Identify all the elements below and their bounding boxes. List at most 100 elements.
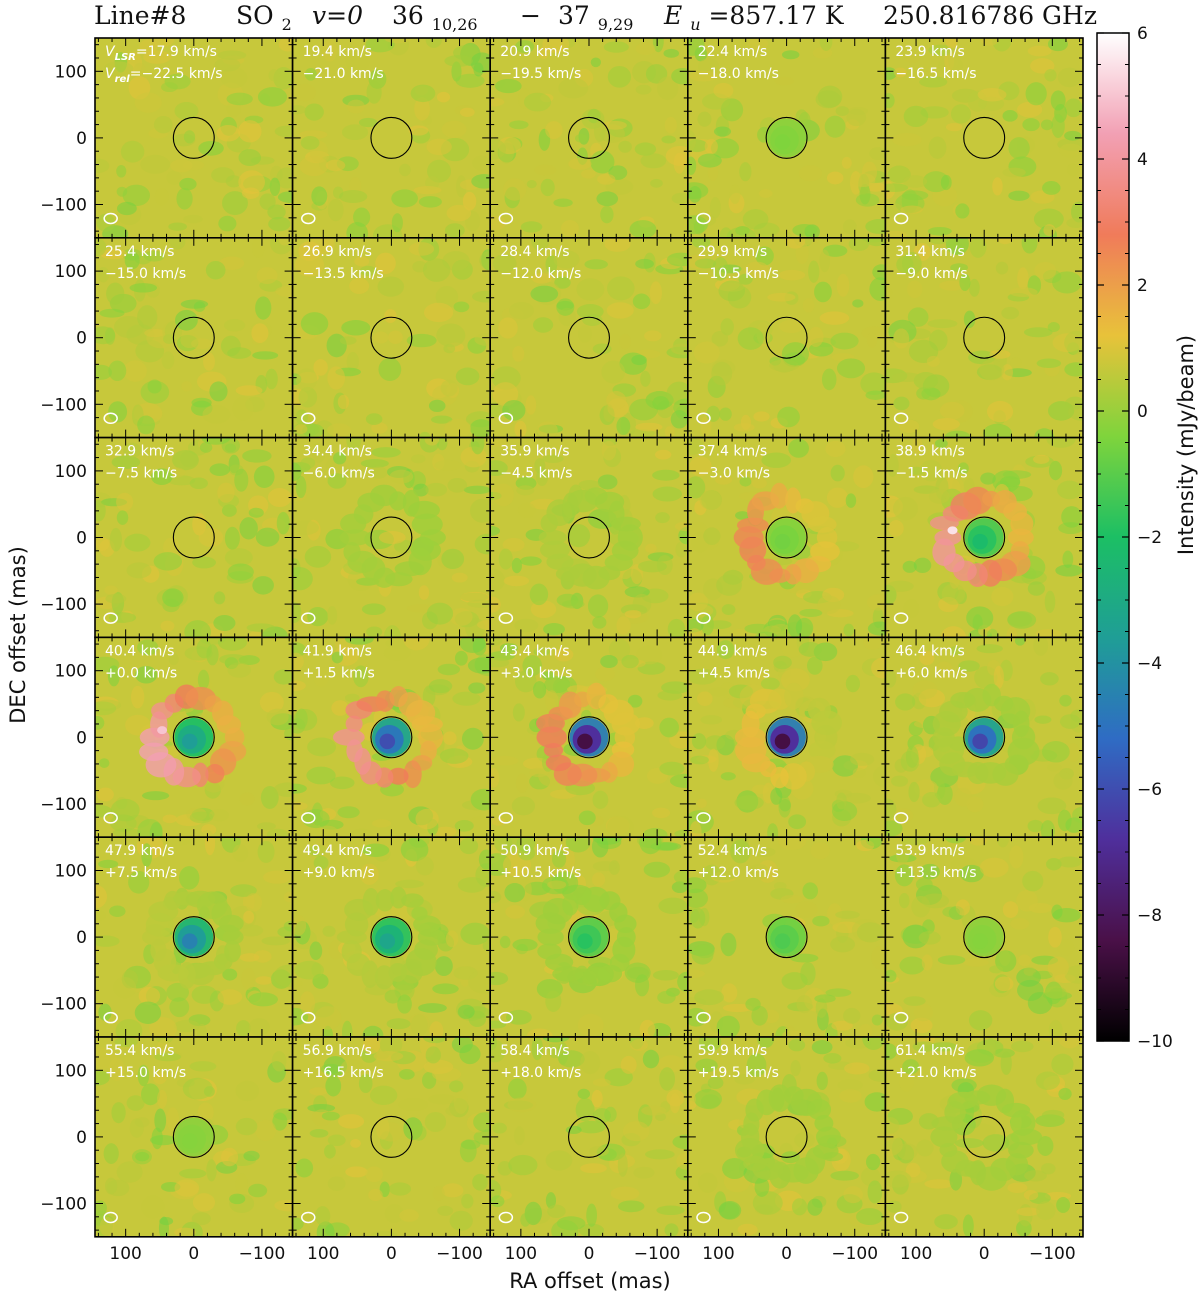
title-frequency: 250.816786 GHz [883, 1, 1097, 30]
stellar-disk-outline [963, 916, 1006, 959]
emission-ring [339, 484, 446, 588]
absorption-core [174, 1117, 214, 1157]
vlsr-label: 43.4 km/s [500, 643, 569, 659]
panel-noise [885, 1037, 1082, 1237]
absorption-core [964, 917, 1004, 957]
colorbar-tick-label: −8 [1137, 906, 1162, 926]
panel-noise [885, 237, 1084, 438]
vlsr-label: 29.9 km/s [698, 244, 767, 260]
absorption-core [767, 118, 807, 158]
panel-ticks [490, 237, 688, 438]
panel-noise [885, 38, 1084, 238]
vrel-label: +19.5 km/s [698, 1065, 779, 1081]
vrel-label: +3.0 km/s [500, 665, 572, 681]
stellar-disk-outline [172, 1115, 215, 1158]
x-tick-label: 100 [505, 1244, 537, 1264]
y-tick-label: 100 [55, 262, 87, 282]
figure-title: Line#8 SO 2 v=0 36 10,26 − 37 9,29 E u =… [94, 1, 1097, 36]
panel-ticks [885, 1037, 1083, 1237]
channel-panel: 22.4 km/s −18.0 km/s [686, 37, 887, 239]
panel-noise [95, 437, 292, 638]
vrel-label: −10.5 km/s [698, 266, 779, 282]
stellar-disk-outline [568, 316, 610, 359]
channel-panel: 50.9 km/s +10.5 km/s [489, 836, 689, 1038]
vlsr-label: 23.9 km/s [895, 44, 964, 60]
vlsr-label: 44.9 km/s [698, 643, 767, 659]
y-tick-label: 0 [76, 1128, 87, 1148]
panel-ticks [885, 837, 1083, 1037]
x-axis-title: RA offset (mas) [509, 1269, 671, 1293]
vrel-label: −18.0 km/s [698, 66, 779, 82]
y-tick-label: −100 [40, 995, 87, 1015]
vlsr-label: 28.4 km/s [500, 244, 569, 260]
absorption-core [569, 717, 609, 757]
emission-ring [535, 886, 637, 987]
y-tick-label: 100 [55, 62, 87, 82]
beam-ellipse [103, 212, 118, 225]
panel-noise [687, 38, 886, 238]
y-tick-label: 0 [76, 529, 87, 549]
x-tick-label: −100 [436, 1244, 483, 1264]
title-lower-sub: 9,29 [598, 15, 634, 34]
y-tick-label: −100 [40, 1195, 87, 1215]
vrel-label: −13.5 km/s [303, 266, 384, 282]
beam-ellipse [301, 1011, 316, 1024]
absorption-core [174, 917, 214, 957]
absorption-core [569, 917, 609, 957]
vrel-label: −1.5 km/s [895, 466, 967, 482]
beam-ellipse [498, 212, 514, 225]
stellar-disk-outline [370, 516, 413, 559]
panel-ticks [885, 437, 1083, 638]
vlsr-label: 41.9 km/s [303, 643, 372, 659]
title-upper-sub: 10,26 [432, 15, 478, 34]
colorbar-tick-label: −2 [1137, 528, 1162, 548]
beam-ellipse [301, 412, 316, 425]
stellar-disk-outline [765, 516, 808, 559]
stellar-disk-outline [963, 716, 1006, 759]
vlsr-label: 19.4 km/s [303, 44, 372, 60]
beam-ellipse [103, 1011, 118, 1024]
emission-knot [157, 726, 168, 735]
channel-panel: 26.9 km/s −13.5 km/s [291, 237, 492, 439]
title-upper: 36 [392, 1, 424, 30]
vrel-label: −3.0 km/s [698, 466, 770, 482]
title-lower: 37 [558, 1, 590, 30]
beam-ellipse [301, 1211, 316, 1224]
vlsr-label: 46.4 km/s [895, 643, 964, 659]
panel-grid: VLSR=17.9 km/s Vrel=−22.5 km/s 19.4 km/s −2… [94, 37, 1084, 1238]
stellar-disk-outline [963, 1115, 1006, 1158]
channel-panel: 56.9 km/s +16.5 km/s [291, 1036, 492, 1238]
vlsr-label: 32.9 km/s [105, 444, 174, 460]
colorbar-title: Intensity (mJy/beam) [1174, 335, 1198, 555]
channel-panel: 19.4 km/s −21.0 km/s [291, 37, 492, 239]
title-state: v=0 [312, 1, 363, 30]
vrel-label: −12.0 km/s [500, 266, 581, 282]
beam-ellipse [893, 812, 909, 824]
title-eu-sub: u [690, 15, 700, 34]
channel-panel: 53.9 km/s +13.5 km/s [884, 836, 1084, 1038]
channel-panel: 55.4 km/s +15.0 km/s [94, 1036, 294, 1238]
vlsr-label: 34.4 km/s [303, 444, 372, 460]
x-tick-label: 100 [900, 1244, 932, 1264]
vrel-label: −19.5 km/s [500, 66, 581, 82]
stellar-disk-outline [370, 1115, 413, 1158]
panel-noise [95, 837, 293, 1038]
vlsr-label: 58.4 km/s [500, 1043, 569, 1059]
channel-panel: 49.4 km/s +9.0 km/s [291, 836, 492, 1038]
beam-ellipse [301, 612, 316, 624]
vlsr-label: 53.9 km/s [895, 843, 964, 859]
beam-ellipse [301, 812, 316, 824]
colorbar-ticks: 6 4 2 0 −2 −4 −6 −8 −10 [1097, 24, 1173, 1052]
channel-panel: 41.9 km/s +1.5 km/s [291, 636, 492, 839]
beam-ellipse [498, 812, 514, 824]
panel-ticks [292, 637, 491, 838]
panel-noise [292, 1037, 491, 1237]
y-tick-label: 0 [76, 329, 87, 349]
channel-panel: 25.4 km/s −15.0 km/s [94, 237, 294, 439]
beam-ellipse [893, 1211, 909, 1224]
vrel-label: −7.5 km/s [105, 466, 177, 482]
panel-ticks [292, 1037, 491, 1237]
beam-ellipse [696, 1011, 711, 1024]
title-line: Line#8 [94, 1, 186, 30]
channel-panel: 35.9 km/s −4.5 km/s [489, 436, 689, 639]
